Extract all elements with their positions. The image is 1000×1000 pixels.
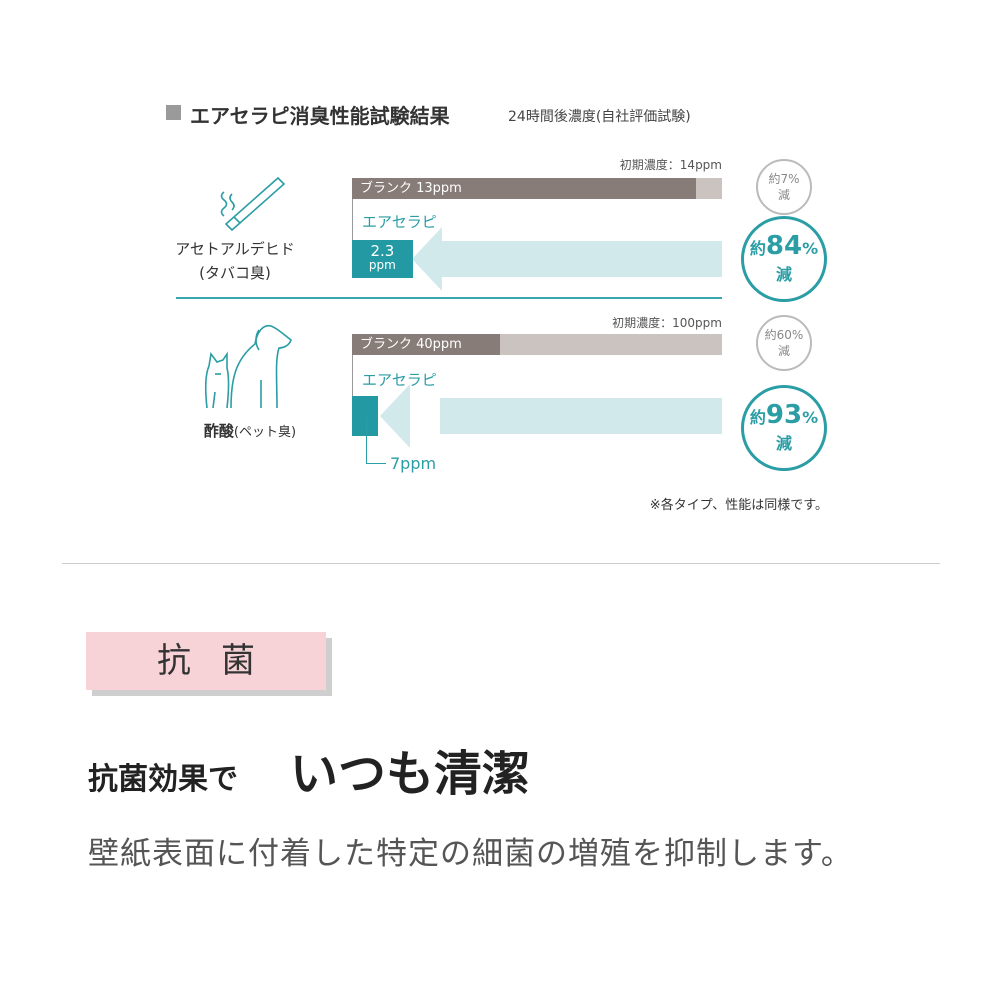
prefix: 約: [749, 408, 766, 427]
row1-track: ブランク 13ppm: [352, 178, 722, 199]
row1-product-unit: ppm: [368, 258, 396, 272]
prefix: 約: [749, 239, 766, 258]
row1-blank-reduction-badge: 約7% 減: [756, 159, 812, 215]
row2-blank-bar: ブランク 40ppm: [352, 334, 500, 355]
footnote: ※各タイプ、性能は同様です。: [649, 498, 828, 513]
row2-product-reduction-badge: 約93% 減: [741, 385, 827, 471]
row1-product-reduction-badge: 約84% 減: [741, 216, 827, 302]
row2-product-bar: [352, 396, 378, 436]
row2-leader-line: [366, 418, 386, 464]
chart-subtitle: 24時間後濃度(自社評価試験): [508, 109, 691, 125]
row2-label: 酢酸(ペット臭): [185, 420, 315, 441]
section-badge: 抗菌: [86, 632, 326, 690]
row-divider: [176, 297, 722, 299]
row1-product-label: エアセラピ: [362, 213, 437, 231]
row1-arrow-band: [440, 241, 722, 277]
dog-cat-icon: [204, 324, 292, 409]
row2-blank-reduction-unit: 減: [777, 344, 790, 358]
headline-large: いつも清潔: [290, 746, 531, 802]
row2-blank-reduction: 約60%: [764, 328, 804, 342]
row1-blank-reduction-unit: 減: [777, 188, 790, 202]
row2-reduction-unit: 減: [775, 434, 792, 453]
row1-reduction-unit: 減: [775, 265, 792, 284]
chart-title: エアセラピ消臭性能試験結果: [190, 104, 450, 128]
cigarette-icon: [220, 176, 286, 232]
row1-sublabel: (タバコ臭): [199, 264, 271, 282]
row1-arrow-head: [412, 227, 442, 291]
section-divider: [62, 563, 940, 564]
row1-product-value: 2.3: [370, 242, 395, 260]
section-body: 壁紙表面に付着した特定の細菌の増殖を抑制します。: [88, 836, 853, 872]
row2-axis-line: [352, 334, 353, 436]
row1-product-bar: 2.3 ppm: [352, 240, 413, 278]
row1-axis-line: [352, 178, 353, 278]
pct: %: [802, 239, 819, 258]
row2-initial-label: 初期濃度：100ppm: [612, 316, 722, 330]
headline-small: 抗菌効果で: [88, 762, 238, 797]
row2-track: ブランク 40ppm: [352, 334, 722, 355]
row1-label: アセトアルデヒド: [175, 240, 295, 258]
row2-label-main: 酢酸: [203, 422, 234, 440]
row1-blank-bar: ブランク 13ppm: [352, 178, 696, 199]
pct: %: [802, 408, 819, 427]
row2-arrow-head: [380, 384, 410, 448]
row1-reduction-value: 84: [765, 231, 803, 261]
row1-blank-reduction: 約7%: [768, 172, 800, 186]
row2-arrow-band: [440, 398, 722, 434]
row2-product-value: 7ppm: [390, 454, 437, 473]
row2-sublabel: (ペット臭): [233, 425, 297, 440]
row2-blank-reduction-badge: 約60% 減: [756, 315, 812, 371]
row1-initial-label: 初期濃度：14ppm: [619, 158, 722, 172]
title-square-icon: [166, 105, 181, 120]
row2-reduction-value: 93: [765, 400, 803, 430]
